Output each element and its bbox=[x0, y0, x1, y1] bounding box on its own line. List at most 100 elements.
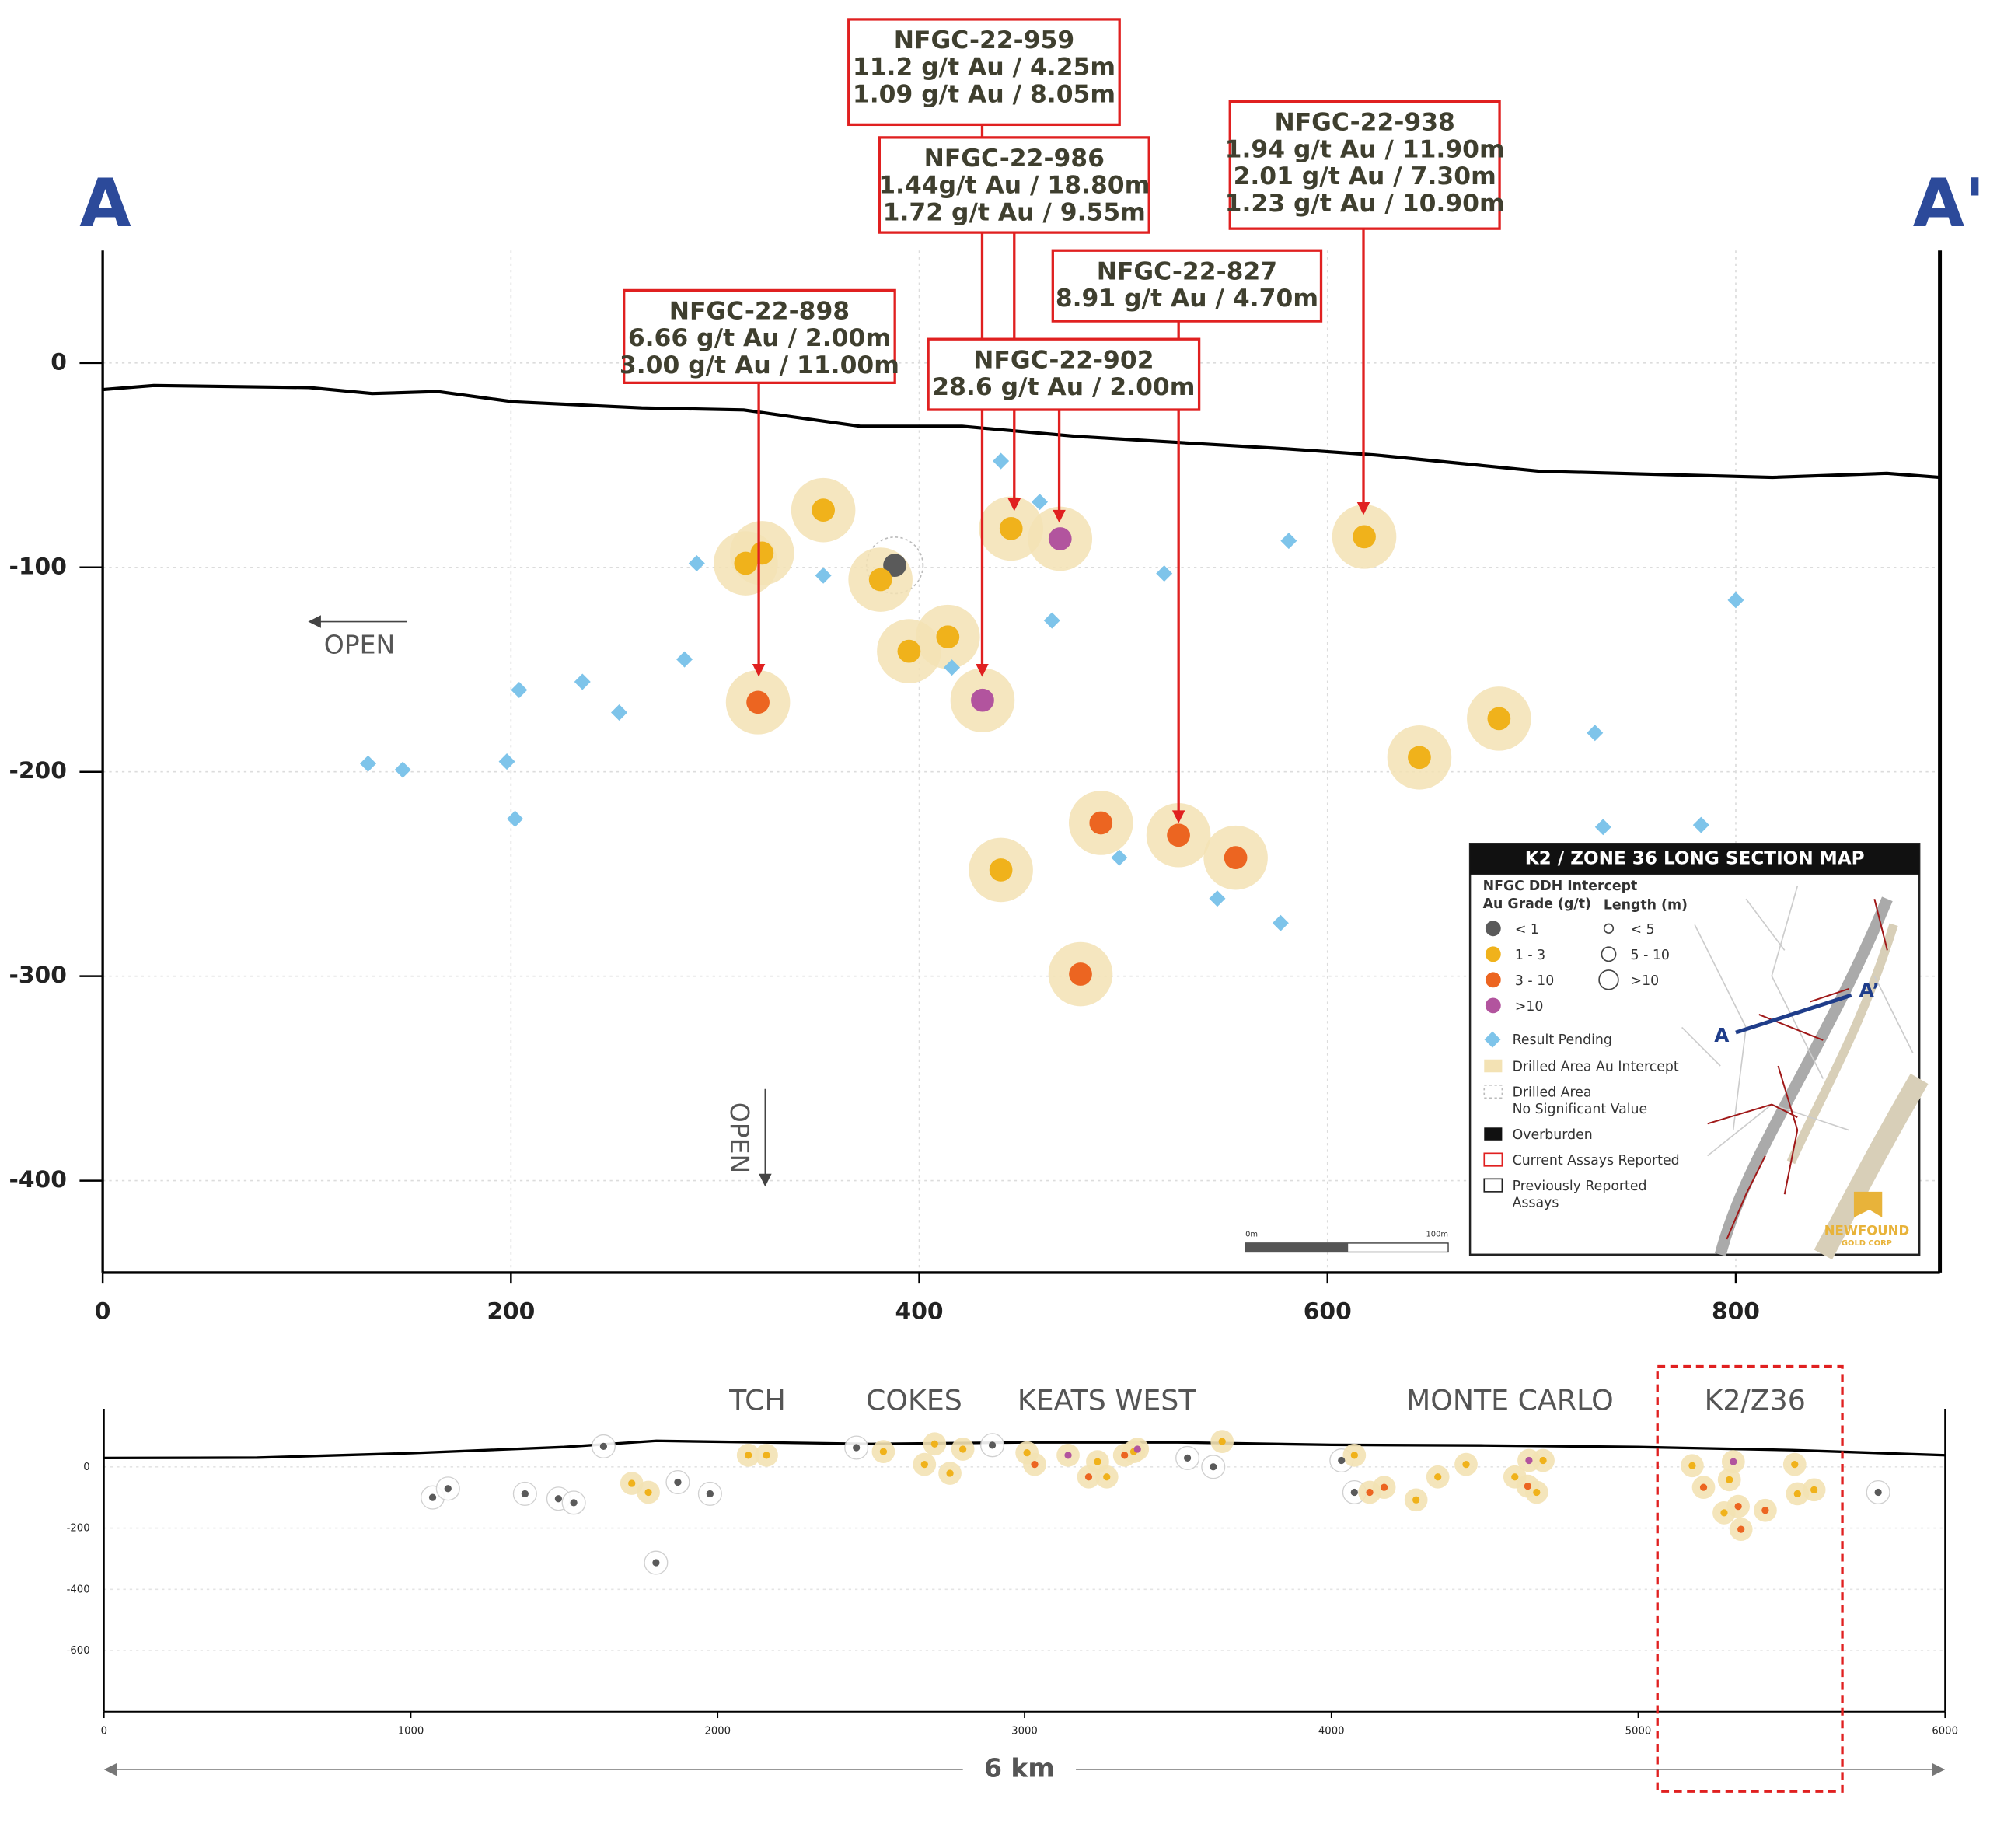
y-tick-label: -300 bbox=[9, 962, 67, 989]
pending-hole bbox=[507, 810, 524, 827]
callout-text: 1.09 g/t Au / 8.05m bbox=[853, 80, 1115, 108]
intercept bbox=[599, 1442, 608, 1451]
legend-text: >10 bbox=[1515, 999, 1544, 1015]
intercept bbox=[746, 690, 770, 714]
callout-text: 28.6 g/t Au / 2.00m bbox=[932, 373, 1195, 401]
intercept bbox=[1350, 1452, 1358, 1459]
map-vein bbox=[1810, 987, 1849, 1003]
x-tick-label: 1000 bbox=[398, 1726, 424, 1738]
callout-arrow-head bbox=[1053, 509, 1066, 523]
map-line bbox=[1873, 976, 1914, 1053]
legend-text: Drilled Area Au Intercept bbox=[1513, 1060, 1679, 1075]
intercept bbox=[1210, 1463, 1217, 1471]
legend-text: >10 bbox=[1631, 973, 1660, 989]
intercept bbox=[570, 1499, 578, 1507]
callout-text: 11.2 g/t Au / 4.25m bbox=[853, 54, 1115, 82]
map-vein bbox=[1707, 1103, 1798, 1125]
intercept bbox=[1734, 1502, 1742, 1511]
intercept bbox=[1366, 1488, 1374, 1497]
intercept bbox=[879, 1448, 888, 1455]
map-line bbox=[1771, 886, 1824, 1079]
intercept bbox=[1524, 1482, 1531, 1490]
intercept bbox=[853, 1444, 861, 1452]
intercept bbox=[1350, 1488, 1358, 1497]
callout-text: 6.66 g/t Au / 2.00m bbox=[628, 324, 891, 352]
map-label: A bbox=[1714, 1024, 1730, 1046]
legend-title-bar bbox=[1470, 844, 1920, 875]
callout-arrow-head bbox=[1171, 810, 1185, 823]
map-band bbox=[1814, 1073, 1929, 1260]
intercept bbox=[1539, 1456, 1547, 1465]
intercept bbox=[444, 1485, 452, 1493]
intercept bbox=[1688, 1462, 1696, 1469]
intercept bbox=[1167, 823, 1190, 847]
intercept bbox=[1353, 525, 1376, 549]
intercept bbox=[1810, 1486, 1818, 1493]
x-tick-label: 3000 bbox=[1011, 1726, 1038, 1738]
intercept bbox=[1699, 1483, 1708, 1491]
legend-text: 1 - 3 bbox=[1515, 948, 1545, 963]
intercept bbox=[1434, 1473, 1442, 1481]
legend-title: K2 / ZONE 36 LONG SECTION MAP bbox=[1525, 849, 1865, 869]
callout-text: 1.72 g/t Au / 9.55m bbox=[883, 198, 1146, 226]
intercept bbox=[1793, 1490, 1801, 1498]
x-tick-label: 0 bbox=[95, 1298, 111, 1326]
legend-swatch bbox=[1483, 1084, 1503, 1099]
y-tick-label: -400 bbox=[67, 1584, 90, 1595]
intercept bbox=[674, 1478, 682, 1486]
legend-text: 5 - 10 bbox=[1631, 948, 1670, 963]
scale-label: 0m bbox=[1245, 1230, 1258, 1238]
map-vein bbox=[1758, 1014, 1824, 1041]
y-tick-label: 0 bbox=[83, 1462, 89, 1473]
intercept bbox=[1064, 1452, 1072, 1459]
legend-swatch bbox=[1483, 1152, 1503, 1167]
callout-text: NFGC-22-959 bbox=[894, 26, 1074, 54]
map-band bbox=[1786, 923, 1898, 1165]
legend-swatch bbox=[1598, 969, 1619, 990]
legend-swatch bbox=[1601, 946, 1617, 962]
callout-box bbox=[878, 136, 1150, 234]
legend-text: < 1 bbox=[1515, 922, 1539, 938]
overburden-line bbox=[102, 383, 1940, 480]
intercept bbox=[1533, 1488, 1541, 1497]
map-section-line bbox=[1735, 993, 1852, 1035]
intercept bbox=[812, 498, 835, 522]
legend-text: Drilled Area bbox=[1513, 1085, 1592, 1101]
open-arrow-head bbox=[759, 1173, 772, 1187]
intercept bbox=[1730, 1458, 1737, 1465]
intercept bbox=[1089, 811, 1113, 835]
legend-text: No Significant Value bbox=[1513, 1102, 1648, 1117]
intercept bbox=[988, 1441, 997, 1449]
intercept bbox=[1338, 1456, 1346, 1465]
callout-box bbox=[927, 337, 1201, 411]
intercept bbox=[652, 1559, 660, 1567]
callout-arrow-head bbox=[1356, 501, 1370, 515]
intercept bbox=[959, 1445, 967, 1453]
callout-text: NFGC-22-938 bbox=[1274, 109, 1454, 137]
intercept bbox=[897, 639, 921, 663]
intercept bbox=[989, 858, 1013, 882]
section-end-label: A' bbox=[1913, 165, 1985, 243]
legend-text: Assays bbox=[1513, 1196, 1559, 1211]
map-label: A’ bbox=[1859, 979, 1880, 1001]
map-line bbox=[1745, 898, 1786, 951]
zone-label: COKES bbox=[866, 1384, 962, 1417]
intercept bbox=[868, 568, 892, 592]
callout-text: 1.94 g/t Au / 11.90m bbox=[1225, 135, 1505, 163]
intercept bbox=[999, 516, 1023, 540]
intercept bbox=[1048, 527, 1072, 550]
legend-swatch bbox=[1603, 923, 1615, 934]
pending-hole bbox=[1594, 819, 1611, 836]
map-vein bbox=[1873, 899, 1888, 951]
legend-text: Overburden bbox=[1513, 1127, 1593, 1143]
pending-hole bbox=[1272, 914, 1289, 931]
intercept bbox=[1218, 1438, 1226, 1445]
intercept bbox=[750, 541, 774, 565]
scale-label: 100m bbox=[1426, 1230, 1449, 1238]
intercept bbox=[1031, 1461, 1039, 1469]
intercept bbox=[1462, 1461, 1470, 1469]
intercept bbox=[1791, 1461, 1799, 1469]
x-tick-label: 600 bbox=[1304, 1298, 1352, 1326]
legend-swatch bbox=[1485, 921, 1501, 937]
